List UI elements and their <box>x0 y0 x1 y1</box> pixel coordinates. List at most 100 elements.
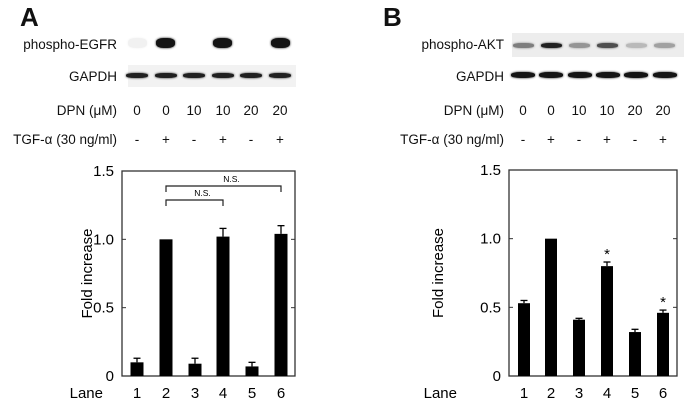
significance-label: N.S. <box>194 188 211 198</box>
y-tick-label: 0 <box>106 368 114 385</box>
y-tick-label: 1.5 <box>480 162 501 179</box>
blot-band <box>511 72 535 78</box>
condition-cell: - <box>134 132 140 147</box>
condition-label-tgf: TGF-α (30 ng/ml) <box>13 132 117 147</box>
condition-cell: 0 <box>133 103 141 118</box>
condition-row-dpn: 0 0 10 10 20 20 <box>0 104 345 120</box>
bar <box>159 239 173 376</box>
condition-cell: + <box>219 132 227 147</box>
blot-band <box>213 38 233 48</box>
condition-cell: + <box>276 132 284 147</box>
bar <box>130 362 144 376</box>
y-tick-label: 0.5 <box>93 300 114 317</box>
condition-cell: + <box>659 132 667 147</box>
plot-frame <box>508 169 678 377</box>
blot-band <box>512 43 534 48</box>
condition-cell: - <box>191 132 197 147</box>
condition-cell: + <box>162 132 170 147</box>
condition-cell: + <box>547 132 555 147</box>
blot-row-label: phospho-AKT <box>421 37 504 52</box>
blot-band <box>540 43 562 48</box>
condition-cell: 20 <box>655 103 671 118</box>
condition-cell: 10 <box>215 103 231 118</box>
condition-cell: - <box>576 132 582 147</box>
significance-label: N.S. <box>223 174 240 184</box>
condition-cell: 10 <box>186 103 202 118</box>
condition-cell: 20 <box>627 103 643 118</box>
condition-cell: 0 <box>519 103 527 118</box>
x-tick-label: 1 <box>133 385 141 402</box>
condition-cell: 10 <box>571 103 587 118</box>
panel-letter-a: A <box>20 2 39 32</box>
blot-row-label: GAPDH <box>455 69 504 84</box>
x-tick-label: 4 <box>603 385 611 402</box>
condition-row-tgf: - + - + - + <box>0 133 689 149</box>
x-tick-label: 5 <box>248 385 256 402</box>
blot-band <box>126 73 148 78</box>
blot-band <box>625 43 647 48</box>
condition-cell: 0 <box>547 103 555 118</box>
blot-strip-gapdh <box>511 64 684 86</box>
blot-band <box>127 38 147 48</box>
blot-band <box>156 38 176 48</box>
y-tick-label: 0.5 <box>480 299 501 316</box>
x-tick-label: 4 <box>219 385 227 402</box>
y-tick-label: 0 <box>493 368 501 385</box>
blot-band <box>539 72 564 78</box>
blot-band <box>154 73 177 78</box>
condition-row-dpn: 0 0 10 10 20 20 <box>0 104 689 120</box>
bar <box>274 233 288 376</box>
blot-row-label: GAPDH <box>68 69 117 84</box>
condition-cell: + <box>603 132 611 147</box>
blot-band <box>183 73 206 78</box>
condition-cell: 20 <box>243 103 259 118</box>
blot-strip-phospho-egfr <box>127 32 296 56</box>
condition-cell: 10 <box>599 103 615 118</box>
blot-row-label: phospho-EGFR <box>23 37 117 52</box>
x-tick-label: 5 <box>631 385 639 402</box>
x-tick-label: 3 <box>575 385 583 402</box>
bar <box>216 236 230 376</box>
blot-band <box>654 43 675 48</box>
x-axis-label: Lane <box>70 385 103 402</box>
condition-label-tgf: TGF-α (30 ng/ml) <box>400 132 504 147</box>
blot-strip-phospho-akt <box>512 33 684 57</box>
y-axis-label: Fold increase <box>430 228 447 318</box>
condition-label-dpn: DPN (μM) <box>443 103 504 118</box>
x-tick-label: 6 <box>277 385 285 402</box>
blot-band <box>567 72 592 78</box>
bar <box>188 363 202 376</box>
x-tick-label: 1 <box>520 385 528 402</box>
condition-label-dpn: DPN (μM) <box>56 103 117 118</box>
y-tick-label: 1.0 <box>93 231 114 248</box>
blot-band <box>652 72 677 78</box>
bar <box>573 319 585 376</box>
x-tick-label: 2 <box>162 385 170 402</box>
panel-letter-b: B <box>383 2 402 32</box>
blot-band <box>595 72 620 78</box>
blot-band <box>624 72 649 78</box>
condition-cell: 20 <box>272 103 288 118</box>
condition-row-tgf: - + - + - + <box>0 133 345 149</box>
bar <box>545 238 557 376</box>
significance-asterisk: * <box>604 246 610 263</box>
condition-cell: 0 <box>162 103 170 118</box>
blot-band <box>269 73 291 78</box>
bar <box>629 332 641 376</box>
blot-band <box>270 38 290 48</box>
plot-frame <box>121 170 296 377</box>
bar <box>245 366 259 376</box>
bar <box>657 312 669 376</box>
bar-chart-a: 0 0.5 1.0 1.5 Fold increase Lane 1 2 3 4 5 6 N.S. N.S… <box>70 163 296 402</box>
y-tick-label: 1.0 <box>480 231 501 248</box>
x-tick-label: 3 <box>191 385 199 402</box>
y-axis-label: Fold increase <box>79 228 96 318</box>
bar-chart-b: 0 0.5 1.0 1.5 Fold increase Lane 1 2 3 4 5 6 * * <box>424 162 678 402</box>
condition-cell: - <box>632 132 638 147</box>
condition-cell: - <box>248 132 254 147</box>
blot-band <box>569 43 591 48</box>
y-tick-label: 1.5 <box>93 163 114 180</box>
condition-cell: - <box>520 132 526 147</box>
bar <box>518 303 530 376</box>
x-axis-label: Lane <box>424 385 457 402</box>
